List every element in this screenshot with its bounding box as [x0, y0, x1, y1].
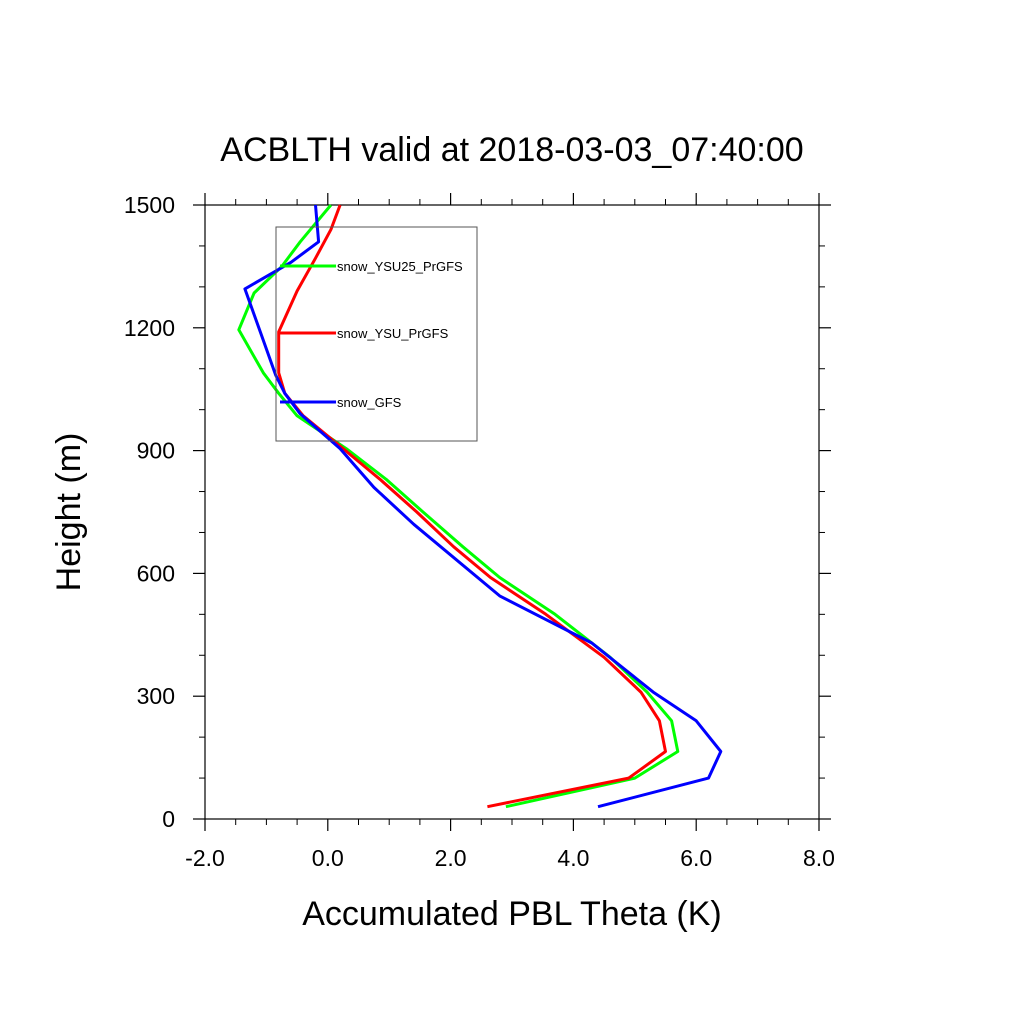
x-tick-label: 8.0	[803, 845, 835, 871]
y-tick-label: 0	[162, 806, 175, 832]
y-axis-label: Height (m)	[50, 433, 88, 592]
series-line-snow_GFS	[243, 204, 723, 809]
x-tick-label: 6.0	[680, 845, 712, 871]
x-tick-label: 0.0	[312, 845, 344, 871]
x-axis-label: Accumulated PBL Theta (K)	[302, 895, 722, 933]
y-tick-label: 900	[137, 438, 175, 464]
axes-layer: -2.0 0.0 2.0 4.0 6.0 8.0 0 300 600 900 1200 1500	[124, 192, 835, 871]
x-tick-label: 4.0	[557, 845, 589, 871]
x-tick-label: -2.0	[185, 845, 225, 871]
legend-box	[275, 226, 478, 442]
y-tick-label: 1200	[124, 315, 175, 341]
series-line-snow_YSU25_PrGFS	[237, 204, 680, 809]
y-tick-label: 600	[137, 560, 175, 586]
y-tick-label: 300	[137, 683, 175, 709]
series-line-snow_YSU_PrGFS	[277, 204, 667, 809]
legend-label: snow_YSU25_PrGFS	[337, 259, 463, 274]
series-layer	[237, 204, 723, 809]
chart-title: ACBLTH valid at 2018-03-03_07:40:00	[220, 131, 803, 169]
legend: snow_YSU25_PrGFS snow_YSU_PrGFS snow_GFS	[275, 226, 478, 442]
y-tick-label: 1500	[124, 192, 175, 218]
legend-label: snow_GFS	[337, 395, 402, 410]
legend-label: snow_YSU_PrGFS	[337, 326, 449, 341]
plot-frame	[204, 204, 820, 820]
x-tick-label: 2.0	[435, 845, 467, 871]
